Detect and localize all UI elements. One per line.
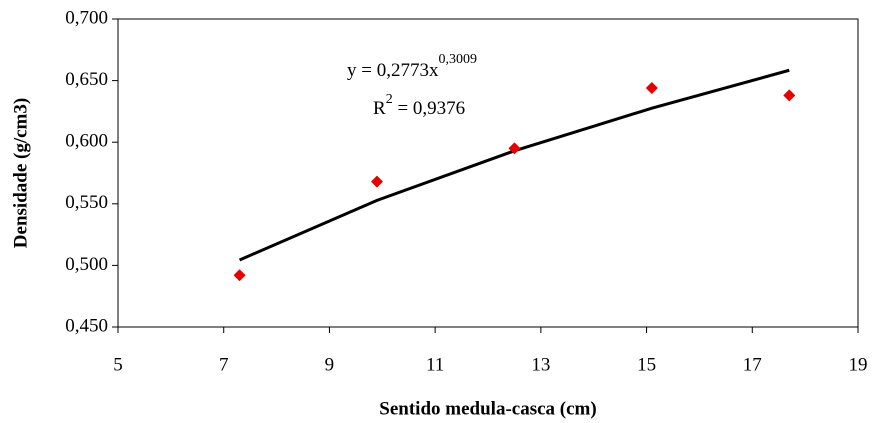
data-point — [783, 89, 796, 102]
x-tick-label: 19 — [849, 354, 868, 375]
x-tick-label: 5 — [113, 354, 123, 375]
x-axis-title: Sentido medula-casca (cm) — [379, 398, 596, 419]
y-tick-label: 0,550 — [65, 192, 108, 213]
y-axis-title: Densidade (g/cm3) — [10, 98, 31, 248]
x-tick-label: 11 — [426, 354, 444, 375]
r-squared: R2 = 0,9376 — [373, 92, 465, 119]
x-tick-label: 7 — [219, 354, 229, 375]
y-tick-label: 0,450 — [65, 315, 108, 336]
y-tick-label: 0,600 — [65, 131, 108, 152]
data-point — [508, 142, 521, 155]
y-tick-label: 0,500 — [65, 254, 108, 275]
data-point — [645, 81, 658, 94]
equation-base: y = 0,2773x — [347, 60, 439, 81]
r-squared-base: R — [373, 98, 386, 119]
data-point — [233, 269, 246, 282]
r-squared-exponent: 2 — [386, 92, 393, 107]
equation: y = 0,2773x0,3009 — [347, 52, 477, 81]
plot-frame — [117, 18, 859, 328]
r-squared-value: = 0,9376 — [393, 98, 465, 119]
data-point — [371, 175, 383, 188]
y-tick-label: 0,700 — [65, 7, 108, 28]
y-tick-label: 0,650 — [65, 69, 108, 90]
trendline — [238, 68, 790, 262]
x-tick-label: 13 — [531, 354, 550, 375]
x-tick-label: 9 — [325, 354, 335, 375]
x-tick-label: 17 — [743, 354, 762, 375]
x-tick-label: 15 — [637, 354, 656, 375]
equation-exponent: 0,3009 — [438, 52, 477, 67]
